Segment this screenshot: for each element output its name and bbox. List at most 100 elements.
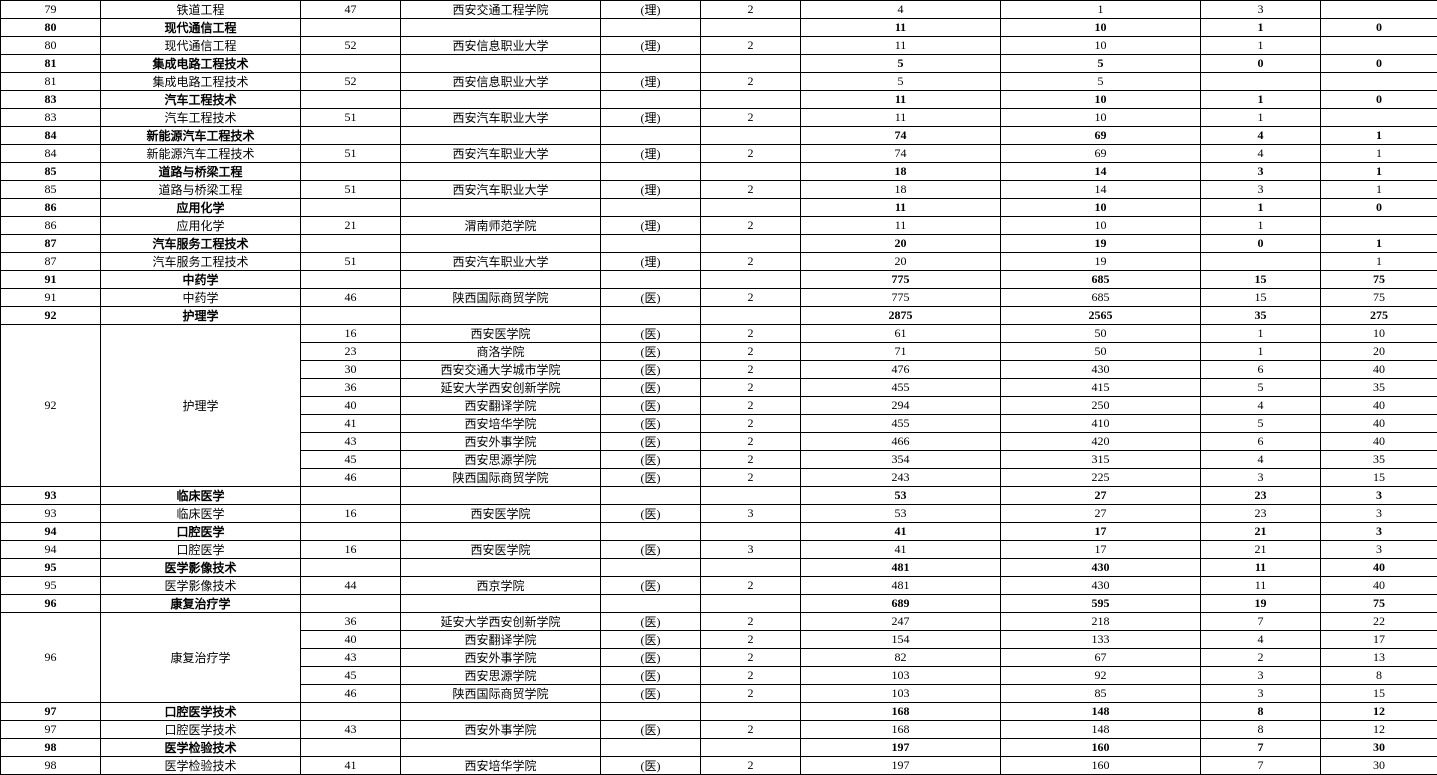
cell: 87 — [1, 235, 101, 253]
cell: 61 — [801, 325, 1001, 343]
cell: 40 — [1321, 433, 1437, 451]
table-row: 83汽车工程技术51西安汽车职业大学(理)211101 — [1, 109, 1437, 127]
cell — [701, 55, 801, 73]
cell: 2 — [701, 145, 801, 163]
cell: 23 — [1201, 487, 1321, 505]
cell: 1 — [1201, 91, 1321, 109]
cell: (医) — [601, 361, 701, 379]
cell: 15 — [1201, 271, 1321, 289]
cell: 7 — [1201, 739, 1321, 757]
cell: 2 — [1201, 649, 1321, 667]
table-row: 95医学影像技术4814301140 — [1, 559, 1437, 577]
table-row: 92护理学16西安医学院(医)26150110 — [1, 325, 1437, 343]
cell: 0 — [1201, 235, 1321, 253]
cell — [701, 199, 801, 217]
table-row: 98医学检验技术41西安培华学院(医)2197160730 — [1, 757, 1437, 775]
cell: 94 — [1, 523, 101, 541]
cell: 21 — [1201, 523, 1321, 541]
cell: 医学影像技术 — [101, 577, 301, 595]
cell: 现代通信工程 — [101, 37, 301, 55]
table-row: 85道路与桥梁工程181431 — [1, 163, 1437, 181]
cell: (理) — [601, 37, 701, 55]
cell: 93 — [1, 505, 101, 523]
cell — [601, 559, 701, 577]
cell: 3 — [1321, 487, 1437, 505]
cell: 45 — [301, 667, 401, 685]
cell: 0 — [1201, 55, 1321, 73]
cell: 5 — [1201, 379, 1321, 397]
cell-major: 康复治疗学 — [101, 613, 301, 703]
cell — [701, 307, 801, 325]
cell: 154 — [801, 631, 1001, 649]
cell: 41 — [301, 415, 401, 433]
table-row: 81集成电路工程技术5500 — [1, 55, 1437, 73]
table-row: 86应用化学111010 — [1, 199, 1437, 217]
cell: 51 — [301, 253, 401, 271]
cell: 2 — [701, 109, 801, 127]
cell: 20 — [801, 235, 1001, 253]
cell — [701, 487, 801, 505]
cell: 40 — [1321, 397, 1437, 415]
cell: 西安信息职业大学 — [401, 37, 601, 55]
cell: 85 — [1, 181, 101, 199]
cell: 5 — [1001, 73, 1201, 91]
cell: 0 — [1321, 199, 1437, 217]
cell: 中药学 — [101, 271, 301, 289]
cell: 1 — [1321, 253, 1437, 271]
cell: 98 — [1, 757, 101, 775]
cell: 西京学院 — [401, 577, 601, 595]
cell — [601, 271, 701, 289]
cell: 16 — [301, 505, 401, 523]
cell: 10 — [1001, 19, 1201, 37]
cell — [301, 91, 401, 109]
table-row: 85道路与桥梁工程51西安汽车职业大学(理)2181431 — [1, 181, 1437, 199]
cell: 93 — [1, 487, 101, 505]
cell: 西安汽车职业大学 — [401, 145, 601, 163]
cell: 7 — [1201, 757, 1321, 775]
cell: 3 — [1201, 163, 1321, 181]
cell — [701, 91, 801, 109]
cell: 1 — [1201, 343, 1321, 361]
cell: 医学影像技术 — [101, 559, 301, 577]
cell: 11 — [801, 19, 1001, 37]
cell: 2 — [701, 325, 801, 343]
cell: 西安医学院 — [401, 505, 601, 523]
cell — [1321, 1, 1437, 19]
cell: 西安外事学院 — [401, 721, 601, 739]
cell — [401, 703, 601, 721]
cell: 现代通信工程 — [101, 19, 301, 37]
cell — [301, 127, 401, 145]
cell: 铁道工程 — [101, 1, 301, 19]
cell: 16 — [301, 325, 401, 343]
cell: 0 — [1321, 55, 1437, 73]
cell: 2 — [701, 721, 801, 739]
cell — [601, 703, 701, 721]
cell — [701, 271, 801, 289]
table-row: 91中药学46陕西国际商贸学院(医)27756851575 — [1, 289, 1437, 307]
cell: 新能源汽车工程技术 — [101, 145, 301, 163]
cell: 27 — [1001, 487, 1201, 505]
cell — [701, 703, 801, 721]
cell: 4 — [1201, 127, 1321, 145]
cell: 21 — [301, 217, 401, 235]
cell: 3 — [1201, 469, 1321, 487]
cell — [401, 523, 601, 541]
cell: 2 — [701, 397, 801, 415]
cell: 243 — [801, 469, 1001, 487]
cell: 4 — [1201, 397, 1321, 415]
cell: (医) — [601, 343, 701, 361]
cell: 10 — [1001, 37, 1201, 55]
cell: 10 — [1001, 217, 1201, 235]
cell: 133 — [1001, 631, 1201, 649]
cell — [401, 55, 601, 73]
cell-major: 护理学 — [101, 325, 301, 487]
cell: 689 — [801, 595, 1001, 613]
cell: 15 — [1201, 289, 1321, 307]
cell: 775 — [801, 271, 1001, 289]
cell: 1 — [1201, 37, 1321, 55]
cell: 84 — [1, 145, 101, 163]
cell: 74 — [801, 145, 1001, 163]
cell: (理) — [601, 73, 701, 91]
cell: 集成电路工程技术 — [101, 73, 301, 91]
cell: (医) — [601, 667, 701, 685]
